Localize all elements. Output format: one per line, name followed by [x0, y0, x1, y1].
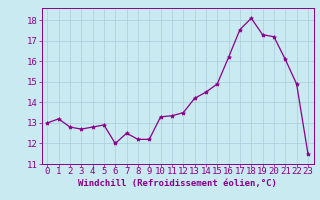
- X-axis label: Windchill (Refroidissement éolien,°C): Windchill (Refroidissement éolien,°C): [78, 179, 277, 188]
